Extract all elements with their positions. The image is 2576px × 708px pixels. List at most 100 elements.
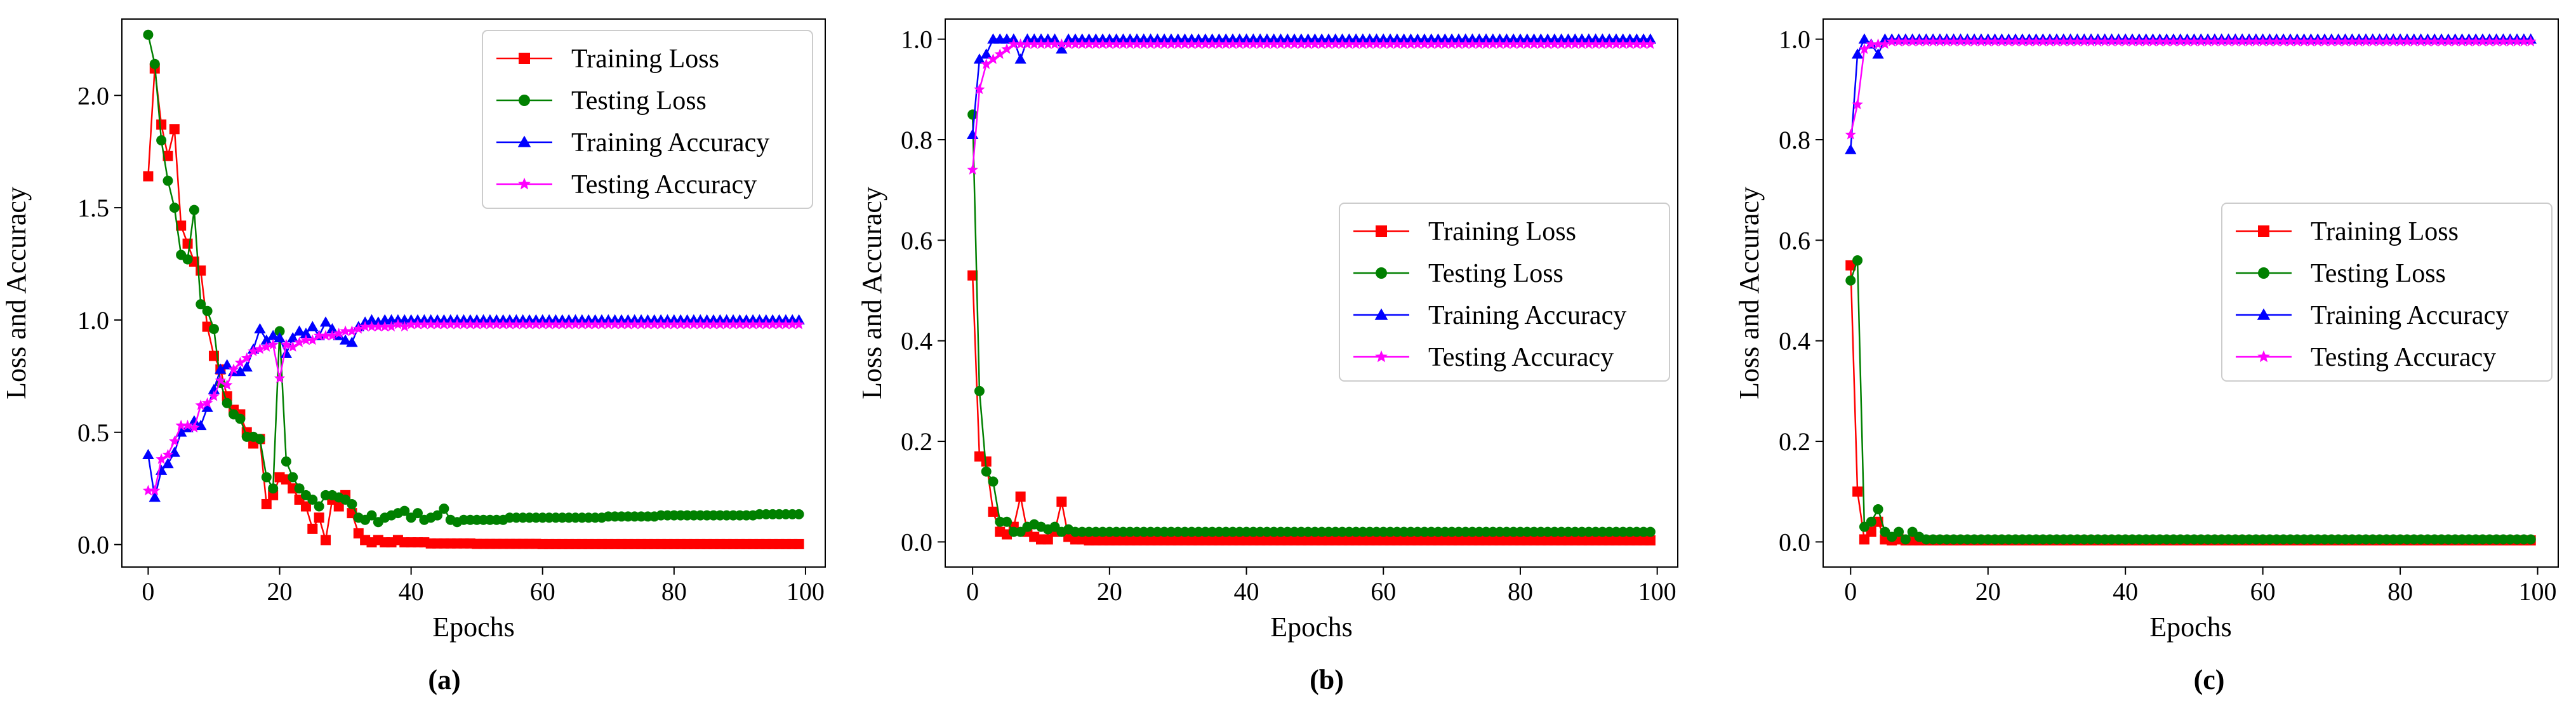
data-point bbox=[234, 356, 246, 368]
data-point bbox=[576, 318, 588, 330]
data-point bbox=[780, 318, 792, 330]
data-point bbox=[668, 318, 680, 330]
series-train-acc bbox=[142, 314, 805, 502]
data-point bbox=[2380, 36, 2393, 47]
data-point bbox=[1240, 38, 1252, 50]
data-point bbox=[313, 330, 325, 341]
data-point bbox=[320, 330, 331, 341]
x-tick-label: 100 bbox=[1638, 577, 1676, 606]
x-tick-label: 80 bbox=[2387, 577, 2413, 606]
data-point bbox=[1562, 38, 1574, 50]
data-point bbox=[379, 321, 390, 331]
data-point bbox=[981, 466, 992, 477]
data-point bbox=[2346, 36, 2358, 47]
data-point bbox=[1124, 38, 1136, 50]
data-point bbox=[649, 318, 660, 330]
data-point bbox=[1528, 38, 1540, 50]
data-point bbox=[1852, 486, 1863, 497]
legend-marker bbox=[1375, 350, 1388, 363]
y-tick-label: 0.0 bbox=[77, 531, 109, 559]
data-point bbox=[274, 372, 286, 384]
data-point bbox=[1569, 38, 1581, 50]
y-tick-label: 0.4 bbox=[901, 327, 933, 356]
data-point bbox=[1309, 38, 1321, 50]
data-point bbox=[196, 299, 206, 310]
data-point bbox=[1934, 36, 1946, 47]
data-point bbox=[1159, 38, 1170, 50]
data-point bbox=[793, 538, 804, 549]
data-point bbox=[1165, 38, 1177, 50]
data-point bbox=[1056, 43, 1068, 54]
data-point bbox=[445, 318, 456, 330]
data-point bbox=[2222, 36, 2234, 47]
x-axis-title: Epochs bbox=[1270, 611, 1353, 643]
data-point bbox=[1186, 38, 1198, 50]
data-point bbox=[1247, 38, 1259, 50]
data-point bbox=[182, 419, 194, 431]
data-point bbox=[221, 379, 233, 390]
data-point bbox=[300, 327, 312, 338]
data-point bbox=[267, 338, 279, 350]
data-point bbox=[661, 318, 674, 330]
data-point bbox=[2319, 36, 2330, 47]
data-point bbox=[169, 124, 180, 135]
data-point bbox=[1508, 38, 1519, 50]
data-point bbox=[1152, 38, 1164, 50]
panel-label: (b) bbox=[1310, 664, 1344, 695]
data-point bbox=[1521, 38, 1533, 50]
data-point bbox=[2360, 36, 2372, 47]
data-point bbox=[235, 413, 246, 424]
x-tick-label: 20 bbox=[1097, 577, 1122, 606]
data-point bbox=[340, 325, 351, 337]
data-point bbox=[981, 456, 992, 467]
data-point bbox=[701, 318, 713, 330]
data-point bbox=[412, 318, 423, 330]
data-point bbox=[307, 523, 318, 534]
data-point bbox=[1851, 48, 1864, 59]
data-point bbox=[1473, 38, 1485, 50]
data-point bbox=[747, 318, 759, 330]
data-point bbox=[2154, 36, 2166, 47]
data-point bbox=[980, 58, 992, 69]
series-line bbox=[147, 319, 799, 498]
data-point bbox=[241, 352, 253, 363]
data-point bbox=[288, 472, 298, 483]
x-tick-label: 60 bbox=[2250, 577, 2276, 606]
data-point bbox=[1439, 38, 1451, 50]
data-point bbox=[1962, 36, 1974, 47]
data-point bbox=[1398, 38, 1410, 50]
data-point bbox=[293, 337, 305, 347]
data-point bbox=[2518, 36, 2530, 47]
data-point bbox=[142, 448, 154, 460]
data-point bbox=[2147, 36, 2159, 47]
data-point bbox=[2374, 36, 2386, 47]
data-point bbox=[2456, 36, 2468, 47]
data-point bbox=[1384, 38, 1396, 50]
data-point bbox=[366, 510, 377, 521]
data-point bbox=[451, 318, 463, 330]
data-point bbox=[2292, 36, 2303, 47]
data-point bbox=[1042, 38, 1054, 50]
data-point bbox=[314, 501, 324, 512]
data-point bbox=[1859, 43, 1870, 54]
data-point bbox=[2463, 36, 2475, 47]
data-point bbox=[2387, 36, 2400, 47]
data-point bbox=[793, 318, 805, 330]
data-point bbox=[1894, 526, 1904, 537]
data-point bbox=[274, 332, 286, 343]
data-point bbox=[1357, 38, 1369, 50]
data-point bbox=[300, 334, 312, 345]
data-point bbox=[208, 391, 220, 401]
data-point bbox=[1590, 38, 1602, 50]
data-point bbox=[1179, 38, 1191, 50]
data-point bbox=[2195, 36, 2207, 47]
data-point bbox=[1206, 38, 1218, 50]
data-point bbox=[2394, 36, 2406, 47]
data-point bbox=[563, 318, 574, 330]
data-point bbox=[208, 384, 220, 394]
data-point bbox=[346, 325, 358, 337]
data-point bbox=[260, 334, 273, 345]
y-tick-label: 1.0 bbox=[77, 306, 109, 335]
data-point bbox=[1975, 36, 1987, 47]
